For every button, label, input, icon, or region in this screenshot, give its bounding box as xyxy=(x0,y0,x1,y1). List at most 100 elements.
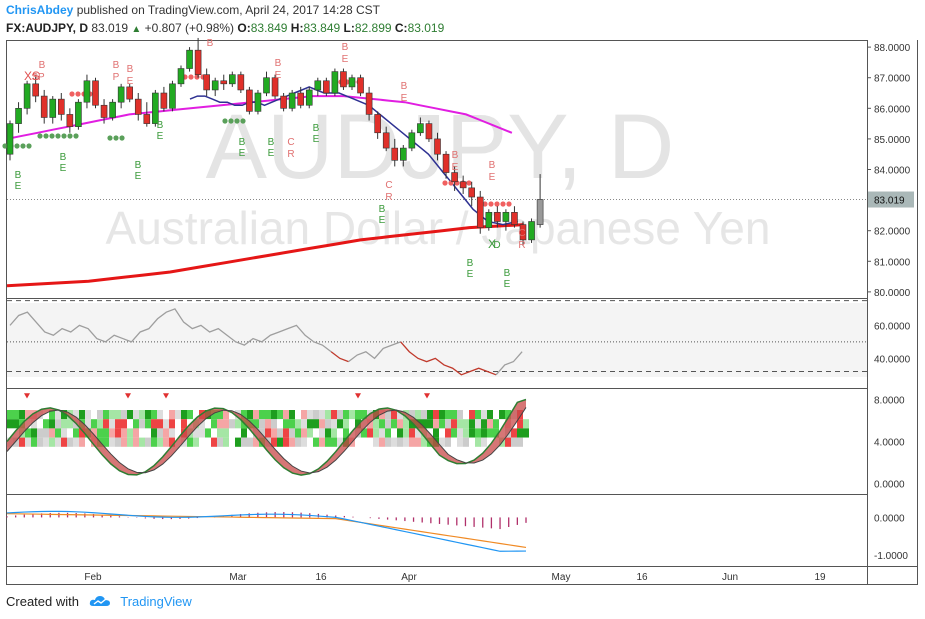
wave-heat-cell xyxy=(247,437,253,447)
wave-heat-cell xyxy=(115,437,121,447)
wave-heat-cell xyxy=(109,419,115,429)
trend-dot xyxy=(69,91,75,97)
candle-body xyxy=(92,80,99,106)
wave-heat-cell xyxy=(289,419,295,429)
wave-heat-cell xyxy=(85,419,91,429)
candle-body xyxy=(399,147,407,161)
wave-heat-cell xyxy=(307,437,313,447)
x-axis-tick: Feb xyxy=(84,572,102,583)
wave-heat-cell xyxy=(157,419,163,429)
candle-body xyxy=(246,89,253,112)
symbol-name: FX:AUDJPY, D xyxy=(6,21,89,35)
macd-pane: 0.0000 -1.0000 xyxy=(6,510,908,562)
price-tick: 84.0000 xyxy=(874,166,911,177)
wave-pane: 8.0000 4.0000 0.0000 xyxy=(6,393,905,491)
wave-heat-cell xyxy=(301,437,307,447)
wave-heat-cell xyxy=(421,419,427,429)
wave-heat-cell xyxy=(49,419,55,429)
wave-heat-cell xyxy=(307,410,313,420)
trend-dot xyxy=(466,180,472,186)
candle-body xyxy=(459,181,467,189)
signal-label-sell: B xyxy=(39,60,46,71)
author-link[interactable]: ChrisAbdey xyxy=(6,3,74,17)
tradingview-link[interactable]: TradingView xyxy=(120,594,192,609)
wave-heat-cell xyxy=(433,419,439,429)
wave-heat-cell xyxy=(25,410,31,420)
candle-body xyxy=(288,92,296,109)
candle-body xyxy=(519,224,527,241)
wave-heat-cell xyxy=(67,428,73,438)
wave-heat-cell xyxy=(289,437,295,447)
wave-heat-cell xyxy=(481,410,487,420)
signal-label-buy: B xyxy=(379,204,386,215)
wave-heat-cell xyxy=(253,437,259,447)
wave-heat-cell xyxy=(211,410,217,420)
candle-body xyxy=(126,86,133,100)
wave-heat-cell xyxy=(25,437,31,447)
candle-body xyxy=(280,95,287,109)
candle-body xyxy=(536,199,544,225)
wave-heat-cell xyxy=(91,428,97,438)
signal-label-sell: P xyxy=(113,72,120,83)
publish-header: ChrisAbdey published on TradingView.com,… xyxy=(6,3,380,17)
wave-heat-cell xyxy=(127,419,133,429)
wave-heat-cell xyxy=(175,419,181,429)
wave-heat-cell xyxy=(181,410,187,420)
wave-heat-cell xyxy=(505,410,511,420)
candle-body xyxy=(340,71,347,88)
wave-heat-cell xyxy=(295,419,301,429)
wave-signal-triangle xyxy=(24,393,30,399)
wave-heat-cell xyxy=(445,437,451,447)
wave-heat-cell xyxy=(235,419,241,429)
wave-heat-cell xyxy=(229,410,235,420)
candle-body xyxy=(528,221,535,241)
wave-heat-cell xyxy=(49,428,55,438)
close-label: C: xyxy=(394,21,408,35)
wave-heat-cell xyxy=(319,410,325,420)
wave-heat-cell xyxy=(397,410,403,420)
trend-dot xyxy=(482,201,488,207)
candle-body xyxy=(220,80,228,85)
wave-heat-cell xyxy=(229,437,235,447)
candle-body xyxy=(49,98,57,118)
wave-heat-cell xyxy=(157,410,163,420)
wave-tick: 4.0000 xyxy=(874,438,905,449)
wave-heat-cell xyxy=(397,437,403,447)
signal-label-buy: B xyxy=(60,152,67,163)
wave-heat-cell xyxy=(415,410,421,420)
wave-heat-cell xyxy=(241,410,247,420)
wave-heat-cell xyxy=(163,437,169,447)
wave-heat-cell xyxy=(427,410,433,420)
wave-heat-cell xyxy=(19,410,25,420)
wave-heat-cell xyxy=(283,410,289,420)
wave-heat-cell xyxy=(457,419,463,429)
candle-body xyxy=(451,172,458,183)
wave-heat-cell xyxy=(55,410,61,420)
signal-label-buy: B xyxy=(467,258,474,269)
wave-heat-cell xyxy=(223,419,229,429)
wave-heat-cell xyxy=(253,419,259,429)
wave-heat-cell xyxy=(391,419,397,429)
symbol-line: FX:AUDJPY, D 83.019 ▲ +0.807 (+0.98%) O:… xyxy=(6,21,444,35)
candle-body xyxy=(434,138,441,155)
wave-heat-cell xyxy=(277,437,283,447)
wave-heat-cell xyxy=(439,410,445,420)
candle-body xyxy=(391,147,399,161)
wave-heat-cell xyxy=(337,419,343,429)
wave-heat-cell xyxy=(43,428,49,438)
wave-heat-cell xyxy=(265,419,271,429)
wave-heat-cell xyxy=(235,437,241,447)
wave-heat-cell xyxy=(139,419,145,429)
wave-heat-cell xyxy=(343,410,349,420)
wave-heat-cell xyxy=(325,419,331,429)
wave-heat-cell xyxy=(493,419,499,429)
candle-body xyxy=(169,83,176,109)
wave-heat-cell xyxy=(379,428,385,438)
price-tick: 81.0000 xyxy=(874,257,911,268)
signal-label-buy: E xyxy=(239,148,246,159)
candle-body xyxy=(66,114,74,127)
wave-heat-cell xyxy=(457,437,463,447)
wave-heat-cell xyxy=(475,410,481,420)
rsi-line xyxy=(495,351,523,376)
